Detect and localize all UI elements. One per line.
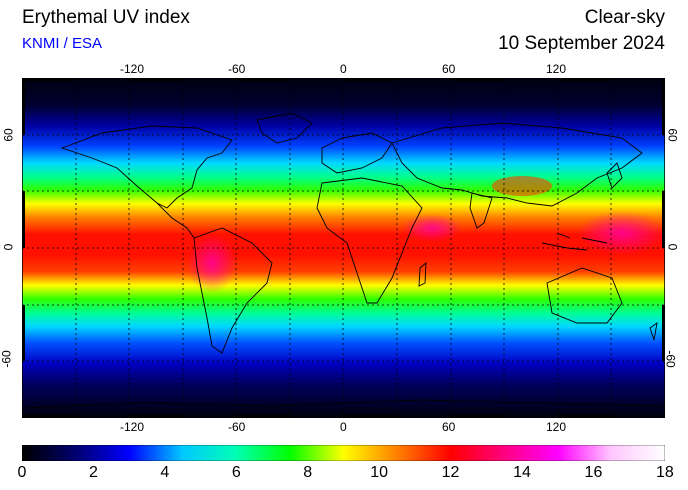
lat-tick-left: -60	[0, 350, 14, 368]
lon-tick-top: -120	[120, 62, 145, 76]
lat-tick-right: 0	[665, 243, 680, 251]
uv-hotspot-tibet	[492, 176, 552, 196]
coast-africa	[316, 177, 423, 304]
uv-index-map	[22, 78, 665, 418]
colorbar-tick-label: 16	[584, 464, 603, 481]
lon-tick-bottom: 120	[546, 420, 567, 434]
lon-tick-bottom: 60	[442, 420, 456, 434]
uv-hotspot-pacific	[577, 211, 665, 255]
coast-australia	[546, 267, 623, 324]
coastlines	[22, 112, 665, 409]
coast-central-america	[156, 202, 195, 239]
colorbar-tick-label: 2	[88, 464, 98, 481]
uv-hotspot-africa	[402, 214, 462, 242]
lat-tick-left: 0	[1, 243, 16, 251]
lat-tick-left: 60	[1, 128, 16, 142]
coast-north-america	[60, 125, 233, 209]
coast-greenland	[256, 112, 313, 144]
lat-tick-right: -60	[663, 350, 678, 368]
coast-asia	[391, 122, 643, 207]
source-label: KNMI / ESA	[22, 35, 103, 52]
colorbar-tick-label: 0	[17, 464, 27, 481]
lat-tick-right: 60	[665, 128, 680, 142]
date-label: 10 September 2024	[498, 33, 665, 54]
map-frame	[22, 78, 665, 418]
graticule	[22, 78, 665, 418]
lon-tick-bottom: -120	[120, 420, 145, 434]
lon-tick-bottom: 0	[340, 420, 347, 434]
colorbar-tick-label: 12	[441, 464, 460, 481]
colorbar-tick-label: 6	[231, 464, 241, 481]
colorbar	[22, 445, 665, 461]
colorbar-tick-label: 14	[513, 464, 531, 481]
coast-europe	[321, 132, 393, 174]
lon-tick-top: 120	[546, 62, 567, 76]
lon-tick-top: 60	[442, 62, 456, 76]
coast-japan	[606, 162, 623, 189]
coast-south-america	[193, 227, 273, 354]
sky-mode-label: Clear-sky	[584, 7, 665, 28]
coast-india	[469, 192, 493, 229]
coast-antarctica	[22, 399, 665, 409]
colorbar-tick-label: 8	[303, 464, 313, 481]
map-title: Erythemal UV index	[22, 7, 190, 28]
uv-hotspot-andes	[187, 233, 237, 293]
coast-new-zealand	[649, 321, 658, 341]
coast-madagascar	[418, 261, 427, 287]
lon-tick-bottom: -60	[228, 420, 246, 434]
colorbar-gradient	[22, 445, 665, 461]
colorbar-tick-label: 18	[656, 464, 674, 481]
lon-tick-top: -60	[228, 62, 246, 76]
colorbar-tick-label: 4	[160, 464, 170, 481]
colorbar-tick-label: 10	[370, 464, 389, 481]
lon-tick-top: 0	[340, 62, 347, 76]
